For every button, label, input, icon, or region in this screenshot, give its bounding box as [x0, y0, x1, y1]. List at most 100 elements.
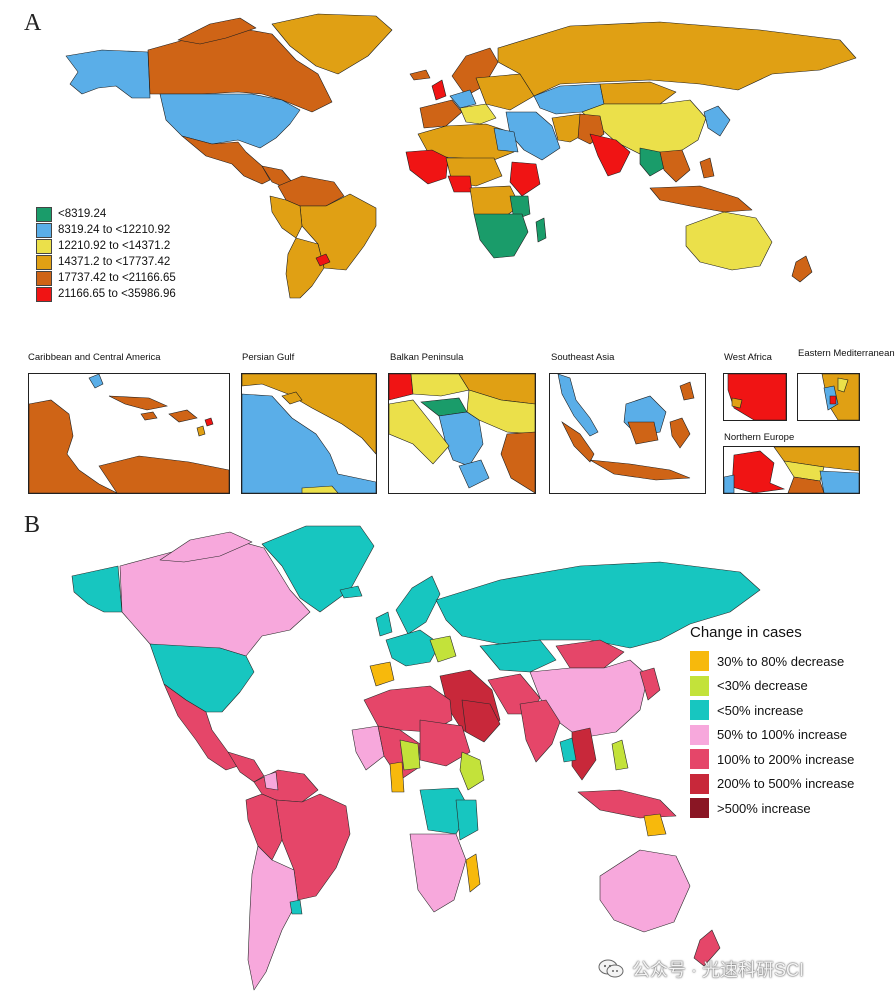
map-a-central-africa — [469, 185, 521, 221]
map-b-philippines — [611, 739, 629, 771]
map-b-sahel — [419, 719, 471, 767]
map-b-iberia — [369, 661, 395, 687]
inset-eastern-med — [797, 373, 860, 421]
legend-a-swatch — [36, 254, 52, 270]
map-a-central-america — [261, 165, 293, 189]
map-a-sahel — [445, 157, 503, 187]
legend-a-label: 17737.42 to <21166.65 — [58, 272, 176, 284]
inset-northern-europe-map — [724, 447, 859, 493]
legend-b-swatch — [690, 749, 709, 770]
map-a-egypt — [493, 127, 519, 153]
legend-a-swatch — [36, 270, 52, 286]
inset-caribbean — [28, 373, 230, 494]
legend-b-swatch — [690, 724, 709, 745]
map-a-indonesia — [649, 185, 753, 213]
inset-balkan-map — [389, 374, 535, 493]
map-b-uruguay — [289, 899, 303, 915]
map-a-australia — [685, 211, 773, 271]
map-a-se-asia — [639, 147, 665, 177]
map-b-central-africa — [419, 787, 471, 835]
legend-a-item: 8319.24 to <12210.92 — [36, 222, 176, 238]
map-a-east-africa — [509, 195, 531, 221]
legend-a-label: 12210.92 to <14371.2 — [58, 240, 171, 252]
map-b-peru-bolivia — [245, 793, 283, 861]
legend-b-item: >500% increase — [690, 796, 854, 821]
legend-b-label: 200% to 500% increase — [717, 776, 855, 792]
inset-southeast-asia — [549, 373, 706, 494]
map-a-nigeria — [447, 175, 473, 193]
legend-b-swatch — [690, 700, 709, 721]
map-b-alaska — [71, 565, 123, 613]
map-a-north-africa — [417, 123, 515, 161]
map-b-east-africa — [455, 799, 479, 841]
inset-eastern-med-map — [821, 374, 859, 420]
map-a-korea-japan — [703, 105, 731, 137]
map-b-west-africa — [377, 725, 421, 781]
legend-b-item: 50% to 100% increase — [690, 723, 854, 748]
legend-b-item: 30% to 80% decrease — [690, 649, 854, 674]
map-b-india — [519, 699, 561, 763]
map-a-germany — [449, 89, 477, 109]
watermark: 公众号 · 光速科研SCI — [598, 956, 804, 982]
legend-b-label: <30% decrease — [717, 678, 808, 694]
map-b-thailand — [559, 737, 577, 763]
legend-b-swatch — [690, 675, 709, 696]
legend-b-swatch — [690, 651, 709, 672]
legend-b-label: <50% increase — [717, 702, 804, 718]
map-b-usa — [149, 643, 255, 713]
map-b-mongolia — [555, 639, 625, 669]
inset-persian-gulf-map — [242, 374, 376, 493]
legend-b-item: 100% to 200% increase — [690, 747, 854, 772]
inset-title-west-africa: West Africa — [724, 352, 772, 363]
map-b-iran-pakistan — [487, 673, 541, 715]
inset-title-southeast-asia: Southeast Asia — [551, 352, 615, 363]
legend-a-swatch — [36, 222, 52, 238]
map-a-philippines — [699, 157, 715, 179]
legend-a-item: 21166.65 to <35986.96 — [36, 286, 176, 302]
map-b-australia — [599, 849, 691, 933]
map-a-france-iberia — [419, 99, 463, 129]
inset-southeast-asia-map — [557, 374, 695, 481]
map-b-west-africa-pink — [351, 725, 385, 771]
inset-title-balkan: Balkan Peninsula — [390, 352, 464, 363]
legend-b-label: 50% to 100% increase — [717, 727, 848, 743]
map-b-china — [529, 659, 649, 739]
inset-caribbean-map — [29, 374, 229, 493]
map-a-italy-balkans — [459, 103, 497, 125]
wechat-icon — [598, 959, 624, 978]
inset-title-caribbean: Caribbean and Central America — [28, 352, 161, 363]
map-a-indochina — [659, 149, 691, 183]
legend-a-swatch — [36, 206, 52, 222]
map-b-chile-argentina — [247, 845, 299, 991]
map-b-middle-east — [439, 669, 501, 741]
legend-b-item: 200% to 500% increase — [690, 772, 854, 797]
legend-a-item: 12210.92 to <14371.2 — [36, 238, 176, 254]
legend-a-label: 21166.65 to <35986.96 — [58, 288, 176, 300]
map-b-central-america — [227, 751, 265, 783]
panel-a-letter: A — [24, 10, 42, 36]
map-b-indonesia — [577, 789, 677, 819]
legend-a-item: 14371.2 to <17737.42 — [36, 254, 176, 270]
map-a-uruguay — [315, 253, 331, 267]
legend-b-swatch — [690, 773, 709, 794]
map-b-scandinavia — [395, 575, 441, 635]
panel-b-legend-title: Change in cases — [690, 624, 802, 641]
map-b-southern-africa — [409, 833, 467, 913]
watermark-text: 公众号 · 光速科研SCI — [632, 960, 805, 980]
legend-b-item: <50% increase — [690, 698, 854, 723]
map-a-middle-east — [505, 111, 561, 161]
map-b-papua — [643, 813, 667, 837]
map-a-china — [581, 99, 707, 157]
inset-persian-gulf — [241, 373, 377, 494]
map-a-brazil — [299, 193, 377, 271]
map-b-canada — [119, 535, 311, 657]
map-b-ghana — [389, 761, 405, 793]
inset-title-northern-europe: Northern Europe — [724, 432, 795, 443]
inset-northern-europe — [723, 446, 860, 494]
map-b-indochina — [571, 727, 597, 781]
map-b-greenland — [261, 525, 375, 613]
legend-a-item: <8319.24 — [36, 206, 176, 222]
map-a-arctic-islands — [177, 17, 257, 45]
map-a-kazakhstan — [533, 83, 605, 115]
